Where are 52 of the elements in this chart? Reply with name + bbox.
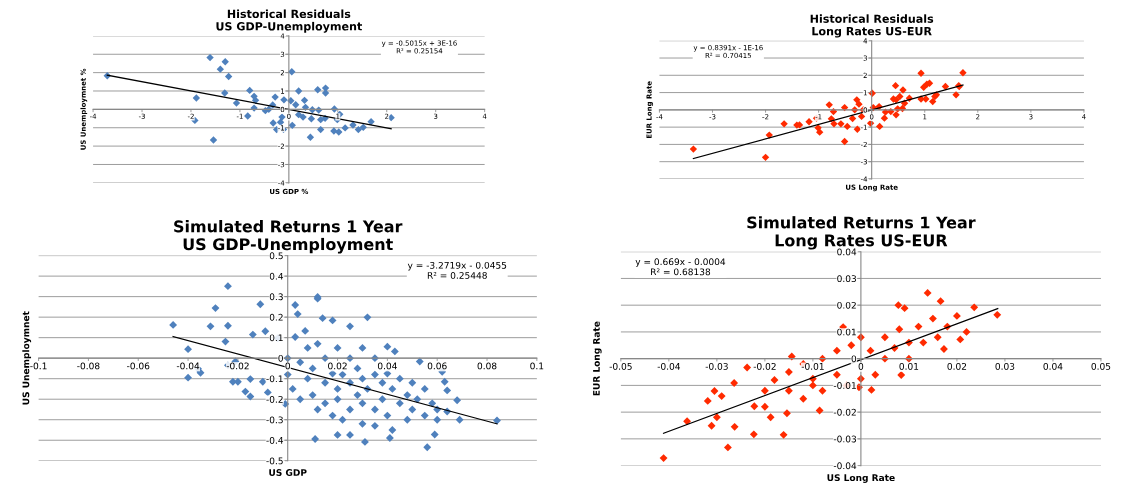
x-tick-label: -0.03	[705, 362, 728, 370]
annotation: y = -3.2719x - 0.0455	[407, 261, 507, 271]
y-tick-label: 0.02	[837, 301, 856, 309]
y-tick-label: 0.04	[837, 248, 857, 256]
y-axis-title: US Unemploymnet	[22, 311, 32, 405]
y-axis-title: EUR Long Rate	[593, 321, 602, 396]
y-tick-label: -0.1	[266, 375, 283, 383]
x-tick-label: -0.02	[753, 362, 776, 370]
x-tick-label: -0.08	[77, 362, 100, 370]
y-tick-label: -0.04	[833, 462, 857, 470]
x-tick-label: 0.01	[899, 362, 919, 370]
y-tick-label: 0.3	[269, 293, 283, 301]
chart-title: Historical Residuals Long Rates US-EUR	[810, 14, 934, 38]
x-tick-label: 0.02	[947, 362, 967, 370]
x-tick-label: 0.02	[328, 362, 347, 370]
x-tick-label: 0.08	[477, 362, 497, 370]
annotation: R² = 0.68138	[651, 268, 711, 276]
y-tick-label: -0.02	[833, 408, 856, 416]
x-tick-label: 0.04	[377, 362, 397, 370]
x-tick-label: 0.06	[427, 362, 447, 370]
x-tick-label: 0.05	[1091, 362, 1111, 370]
x-tick-label: -0.04	[657, 362, 681, 370]
x-tick-label: 0.04	[1043, 362, 1063, 370]
x-tick-label: -0.04	[176, 362, 200, 370]
x-axis-title: US GDP	[269, 469, 307, 476]
x-tick-label: 0.1	[530, 362, 544, 370]
x-tick-label: 0	[285, 362, 290, 370]
y-tick-label: -0.3	[266, 416, 283, 424]
y-tick-label: 0.03	[837, 275, 857, 283]
chart-title: Simulated Returns 1 Year US GDP-Unemployment	[174, 220, 403, 254]
y-tick-label: -0.5	[266, 457, 283, 465]
x-tick-label: 0.03	[995, 362, 1015, 370]
y-tick-label: 0.4	[269, 272, 284, 280]
annotation: R² = 0.25448	[427, 272, 487, 279]
x-tick-label: -0.05	[609, 362, 632, 370]
y-tick-label: 0	[278, 354, 283, 362]
x-tick-label: -0.01	[801, 362, 824, 370]
y-tick-label: -0.03	[833, 435, 857, 443]
y-tick-label: 0	[851, 355, 857, 363]
x-tick-label: -0.02	[226, 362, 249, 370]
x-tick-label: -0.1	[30, 362, 47, 370]
x-tick-label: -0.06	[127, 362, 150, 370]
y-tick-label: 0.1	[269, 334, 283, 342]
y-tick-label: 0.5	[269, 252, 283, 260]
y-tick-label: -0.4	[266, 436, 284, 444]
annotation: y = 0.669x - 0.0004	[635, 258, 726, 267]
y-tick-label: -0.2	[266, 395, 283, 403]
y-tick-label: -0.01	[833, 382, 856, 389]
chart-title: Historical Residuals US GDP-Unemployment	[216, 9, 363, 33]
y-tick-label: 0.2	[269, 313, 283, 321]
x-axis-title: US Long Rate	[827, 474, 895, 483]
y-tick-label: 0.01	[837, 328, 856, 336]
